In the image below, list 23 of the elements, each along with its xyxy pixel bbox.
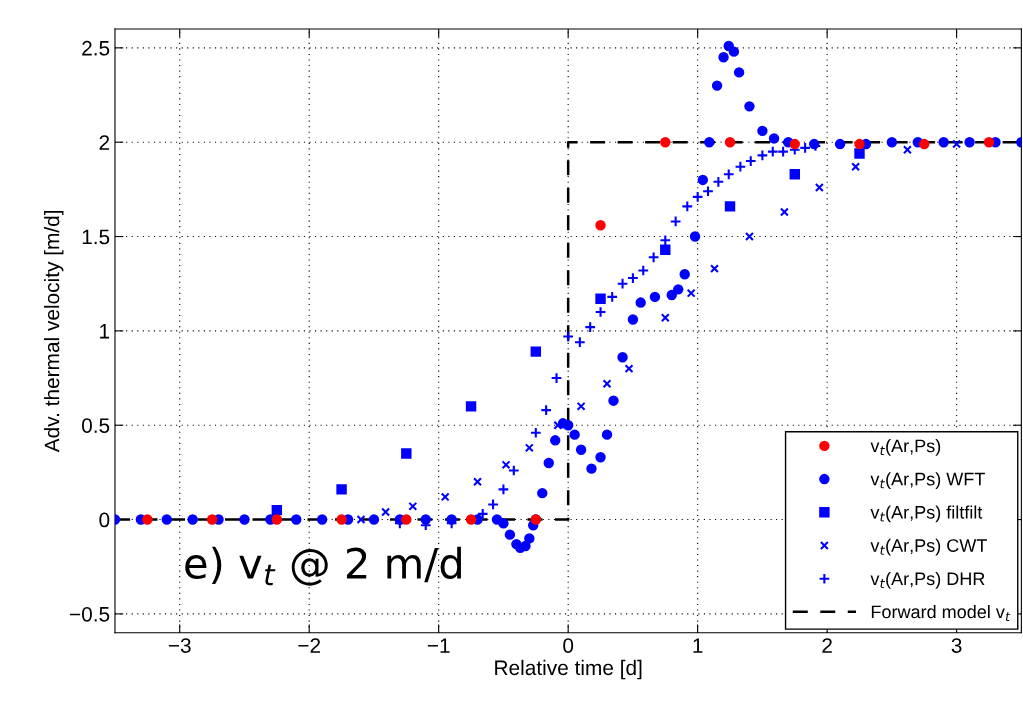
x-tick-label: 3 [951,638,962,653]
x-tick-label: 0 [563,638,574,653]
x-tick-label: −1 [427,638,450,653]
x-axis-title: Relative time [d] [495,659,642,680]
y-tick-label: 1 [100,324,110,339]
x-tick-label: 1 [693,638,703,653]
legend-label: Forward model v$_{t}$ [871,605,1011,622]
legend-label: v$_{t}$(Ar,Ps) [870,438,941,456]
y-tick-label: 2.5 [82,40,110,56]
legend-label: v$_{t}$(Ar,Ps) DHR [870,571,985,589]
y-tick-label: 0 [99,512,110,528]
y-tick-label: 1.5 [82,229,110,245]
y-tick-label: −0.5 [70,606,110,622]
legend-label: v$_{t}$(Ar,Ps) WFT [870,472,985,490]
y-axis-title: Adv. thermal velocity [m/d] [44,210,64,453]
legend-label: v$_{t}$(Ar,Ps) CWT [870,538,987,556]
y-tick-label: 2 [99,135,110,150]
x-tick-label: −2 [298,638,321,653]
legend-label: v$_{t}$(Ar,Ps) filtfilt [870,505,983,523]
y-tick-label: 0.5 [81,418,110,433]
annotation: e) v$_{t}$ @ 2 m/d [185,546,461,586]
x-tick-label: −3 [168,638,191,653]
x-tick-label: 2 [822,638,832,653]
